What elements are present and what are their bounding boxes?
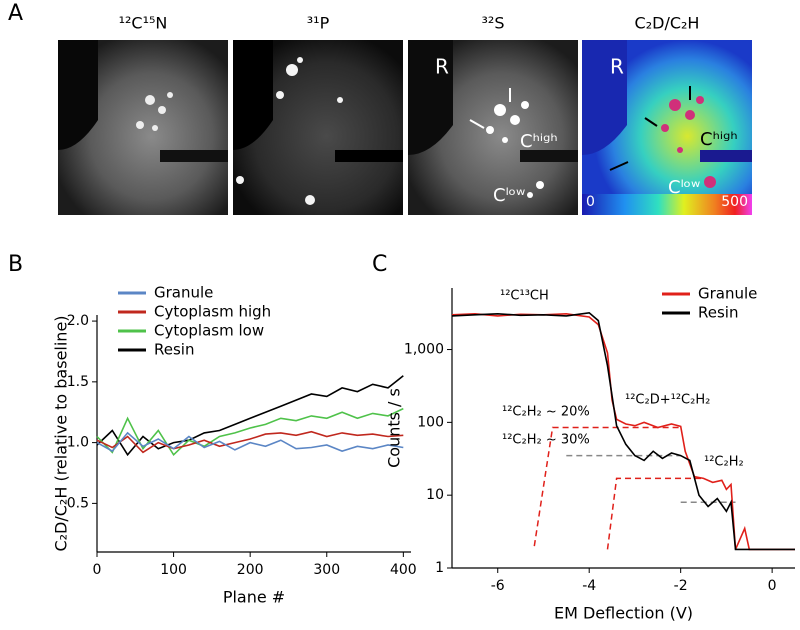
image-crack [160,150,228,162]
x-tick-label: -4 [582,578,596,594]
image-title: C₂D/C₂H [635,14,700,33]
y-axis-label: C₂D/C₂H (relative to baseline) [52,315,71,551]
annotation: ¹²C₂D+¹²C₂H₂ [625,393,710,408]
image-shadow [582,40,627,155]
granules [236,57,343,205]
annotation: ¹²C₂H₂ [704,455,744,470]
y-tick-label: 2.0 [67,313,89,329]
image-shadow [58,40,98,150]
series-line [96,375,404,457]
image-title: ³¹P [307,14,330,33]
panel-label: C [372,252,387,277]
colorbar-label: 0 [586,194,595,210]
legend-label: Granule [154,284,213,302]
y-tick-label: 1.0 [67,435,89,451]
x-tick-label: 0 [768,578,777,594]
x-tick-label: 300 [313,562,340,578]
image-label: Cʰⁱᵍʰ [700,129,738,150]
image-panel [408,40,578,215]
image-shadow [408,40,453,155]
y-tick-label: 1.5 [67,374,89,390]
x-axis-label: EM Deflection (V) [554,604,693,623]
arrow [609,86,691,171]
image-label: Cˡᵒʷ [668,177,700,198]
x-tick-label: 400 [390,562,417,578]
image-panel [233,40,403,215]
granules [486,101,544,198]
x-tick-label: 100 [160,562,187,578]
series-line [451,311,795,551]
x-tick-label: -2 [674,578,688,594]
series-line [451,312,795,551]
image-label: Cˡᵒʷ [493,185,525,206]
image-title: ¹²C¹⁵N [119,14,168,33]
image-title: ³²S [482,14,505,33]
guide-line [533,426,681,547]
arrow [469,88,511,129]
legend-label: Cytoplasm low [154,322,264,340]
y-tick-label: 10 [426,487,444,503]
image-label: R [435,55,449,79]
panel-label: B [8,252,23,277]
colorbar-label: 500 [721,194,748,210]
series-line [96,430,404,454]
x-tick-label: -6 [491,578,505,594]
y-tick-label: 1,000 [404,342,444,358]
legend-label: Resin [698,304,738,322]
granules [136,92,173,131]
legend-label: Resin [154,341,194,359]
image-label: Cʰⁱᵍʰ [520,131,558,152]
y-tick-label: 0.5 [67,495,89,511]
guide-line [606,477,704,550]
x-tick-label: 200 [237,562,264,578]
image-crack [520,150,578,162]
legend-label: Granule [698,285,757,303]
image-shadow [233,40,273,150]
image-crack [700,150,752,162]
y-tick-label: 1 [435,560,444,576]
image-panel [582,40,752,215]
x-tick-label: 0 [93,562,102,578]
y-axis-label: Counts / s [385,388,404,468]
legend-label: Cytoplasm high [154,303,271,321]
image-panel [58,40,228,215]
colorbar [582,194,752,215]
granules [661,96,716,188]
annotation: ¹²C₂H₂ ~ 30% [502,433,590,448]
annotation: ¹²C¹³CH [500,289,549,304]
x-axis-label: Plane # [223,588,285,607]
annotation: ¹²C₂H₂ ~ 20% [502,405,590,420]
y-tick-label: 100 [417,414,444,430]
panel-label: A [8,1,23,26]
series-line [96,407,404,457]
series-line [96,431,404,453]
image-label: R [610,55,624,79]
image-crack [335,150,403,162]
